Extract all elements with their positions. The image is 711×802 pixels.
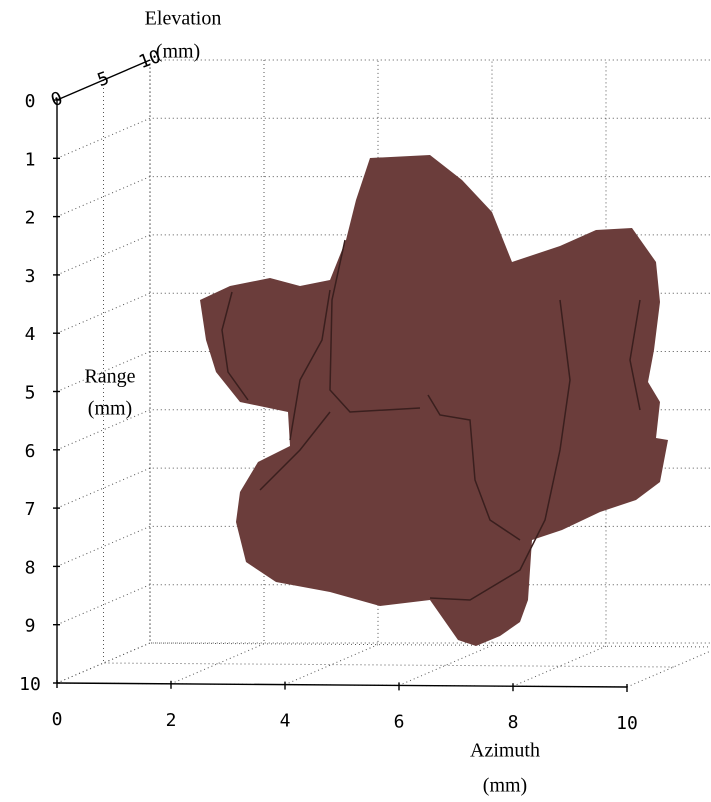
range-tick-label: 2 [25, 208, 36, 229]
range-tick-label: 9 [25, 616, 36, 637]
chart: 01234567891002468100510 Elevation (mm) R… [0, 0, 711, 802]
range-tick-label: 7 [25, 499, 36, 520]
range-tick-label: 8 [25, 557, 36, 578]
grid-line [57, 643, 711, 683]
range-tick-label: 3 [25, 266, 36, 287]
grid-line [57, 118, 711, 158]
range-tick-label: 10 [19, 674, 41, 695]
azimuth-tick-label: 2 [166, 710, 177, 731]
range-tick-label: 5 [25, 383, 36, 404]
azimuth-tick-label: 10 [616, 713, 638, 734]
azimuth-tick-label: 8 [508, 712, 519, 733]
range-tick-label: 4 [25, 324, 36, 345]
elevation-axis [57, 60, 150, 100]
range-label: (mm) [88, 398, 132, 420]
range-label: Range [84, 366, 135, 388]
azimuth-axis [57, 683, 627, 687]
azimuth-label: Azimuth [470, 740, 540, 762]
range-tick-label: 1 [25, 149, 36, 170]
elevation-label: Elevation [145, 8, 222, 30]
surface [200, 155, 668, 646]
range-tick-label: 0 [25, 91, 36, 112]
elevation-label: (mm) [156, 41, 200, 63]
range-tick-label: 6 [25, 441, 36, 462]
azimuth-label: (mm) [483, 775, 527, 797]
azimuth-tick-label: 6 [394, 711, 405, 732]
azimuth-tick-label: 4 [280, 711, 291, 732]
azimuth-tick-label: 0 [52, 709, 63, 730]
